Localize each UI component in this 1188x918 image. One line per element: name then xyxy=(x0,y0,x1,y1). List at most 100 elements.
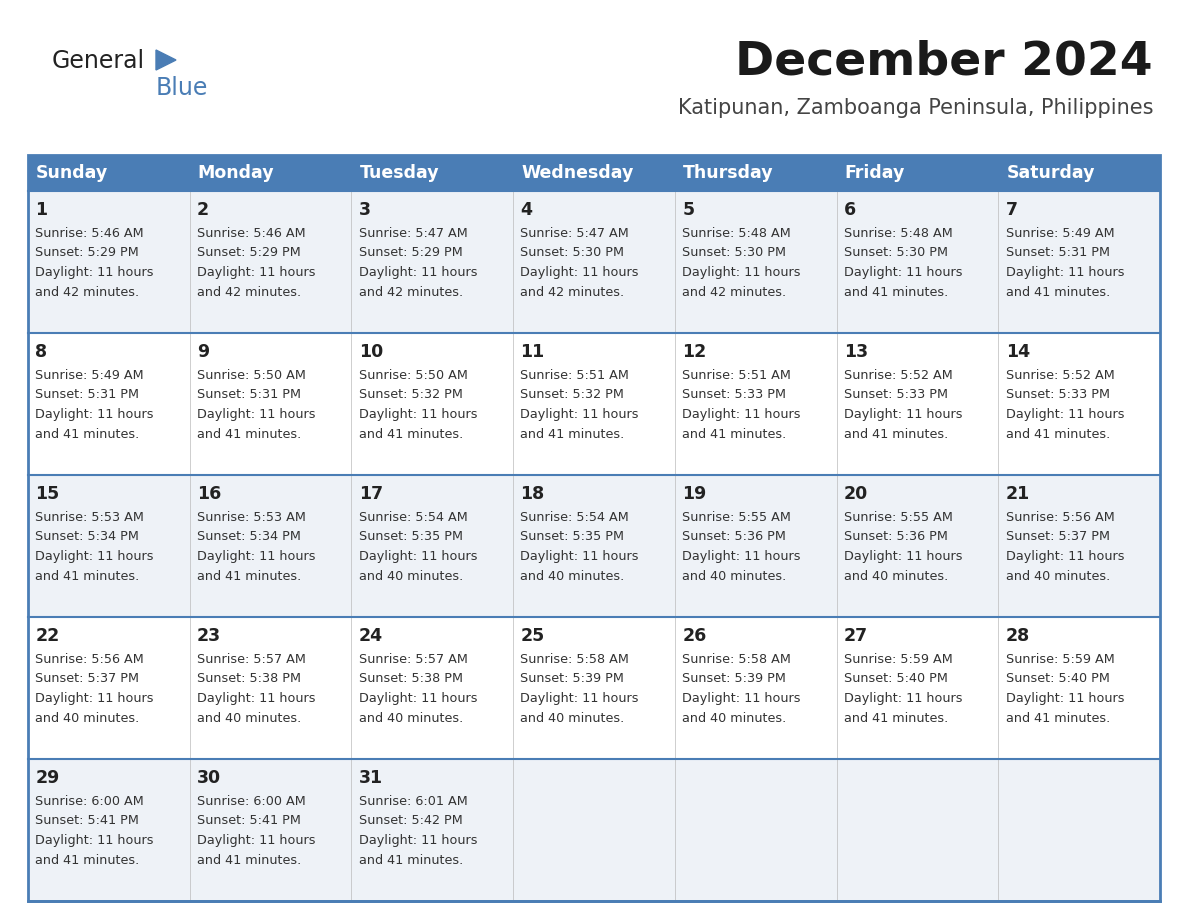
Text: Sunrise: 5:49 AM: Sunrise: 5:49 AM xyxy=(1005,227,1114,240)
Text: Sunset: 5:37 PM: Sunset: 5:37 PM xyxy=(36,673,139,686)
Text: 14: 14 xyxy=(1005,343,1030,361)
Text: 27: 27 xyxy=(843,627,868,645)
Bar xyxy=(190,759,352,901)
Text: Sunrise: 5:58 AM: Sunrise: 5:58 AM xyxy=(520,653,630,666)
Bar xyxy=(352,155,513,191)
Text: 10: 10 xyxy=(359,343,383,361)
Text: Sunset: 5:33 PM: Sunset: 5:33 PM xyxy=(1005,388,1110,401)
Text: Sunset: 5:29 PM: Sunset: 5:29 PM xyxy=(36,247,139,260)
Bar xyxy=(675,191,836,333)
Text: December 2024: December 2024 xyxy=(735,39,1154,84)
Bar xyxy=(998,475,1159,617)
Text: and 41 minutes.: and 41 minutes. xyxy=(843,285,948,298)
Text: and 40 minutes.: and 40 minutes. xyxy=(197,711,302,724)
Bar xyxy=(675,155,836,191)
Bar xyxy=(836,155,998,191)
Text: Sunrise: 5:59 AM: Sunrise: 5:59 AM xyxy=(1005,653,1114,666)
Text: Sunset: 5:29 PM: Sunset: 5:29 PM xyxy=(359,247,462,260)
Text: Daylight: 11 hours: Daylight: 11 hours xyxy=(197,266,316,279)
Text: Sunrise: 5:56 AM: Sunrise: 5:56 AM xyxy=(1005,511,1114,524)
Text: and 41 minutes.: and 41 minutes. xyxy=(520,428,625,441)
Bar xyxy=(29,475,190,617)
Text: 18: 18 xyxy=(520,485,544,503)
Text: 26: 26 xyxy=(682,627,707,645)
Text: Sunset: 5:39 PM: Sunset: 5:39 PM xyxy=(520,673,625,686)
Text: Sunrise: 5:54 AM: Sunrise: 5:54 AM xyxy=(520,511,630,524)
Text: and 42 minutes.: and 42 minutes. xyxy=(36,285,139,298)
Text: Daylight: 11 hours: Daylight: 11 hours xyxy=(843,550,962,563)
Bar xyxy=(352,617,513,759)
Bar xyxy=(513,191,675,333)
Bar xyxy=(29,191,190,333)
Text: Sunset: 5:38 PM: Sunset: 5:38 PM xyxy=(359,673,462,686)
Text: and 42 minutes.: and 42 minutes. xyxy=(197,285,301,298)
Text: and 41 minutes.: and 41 minutes. xyxy=(197,569,302,583)
Text: and 41 minutes.: and 41 minutes. xyxy=(843,711,948,724)
Text: 16: 16 xyxy=(197,485,221,503)
Text: Daylight: 11 hours: Daylight: 11 hours xyxy=(359,692,478,705)
Bar xyxy=(675,475,836,617)
Text: Sunrise: 5:50 AM: Sunrise: 5:50 AM xyxy=(359,369,468,382)
Text: Sunset: 5:30 PM: Sunset: 5:30 PM xyxy=(520,247,625,260)
Text: and 42 minutes.: and 42 minutes. xyxy=(359,285,463,298)
Text: 5: 5 xyxy=(682,201,694,219)
Text: Sunrise: 5:57 AM: Sunrise: 5:57 AM xyxy=(359,653,468,666)
Text: and 41 minutes.: and 41 minutes. xyxy=(682,428,786,441)
Text: Daylight: 11 hours: Daylight: 11 hours xyxy=(843,266,962,279)
Text: Daylight: 11 hours: Daylight: 11 hours xyxy=(359,550,478,563)
Text: Sunset: 5:29 PM: Sunset: 5:29 PM xyxy=(197,247,301,260)
Text: and 40 minutes.: and 40 minutes. xyxy=(682,711,786,724)
Text: and 41 minutes.: and 41 minutes. xyxy=(1005,285,1110,298)
Text: Sunrise: 6:00 AM: Sunrise: 6:00 AM xyxy=(197,795,305,808)
Text: Sunrise: 5:47 AM: Sunrise: 5:47 AM xyxy=(520,227,630,240)
Text: Sunrise: 5:47 AM: Sunrise: 5:47 AM xyxy=(359,227,467,240)
Text: and 40 minutes.: and 40 minutes. xyxy=(843,569,948,583)
Text: and 40 minutes.: and 40 minutes. xyxy=(36,711,139,724)
Text: Daylight: 11 hours: Daylight: 11 hours xyxy=(520,408,639,421)
Text: 1: 1 xyxy=(36,201,48,219)
Bar xyxy=(998,759,1159,901)
Text: and 40 minutes.: and 40 minutes. xyxy=(1005,569,1110,583)
Text: Sunrise: 5:50 AM: Sunrise: 5:50 AM xyxy=(197,369,305,382)
Text: Daylight: 11 hours: Daylight: 11 hours xyxy=(843,692,962,705)
Bar xyxy=(29,155,1159,901)
Text: Sunrise: 5:51 AM: Sunrise: 5:51 AM xyxy=(682,369,791,382)
Text: 19: 19 xyxy=(682,485,707,503)
Text: Sunset: 5:41 PM: Sunset: 5:41 PM xyxy=(197,814,301,827)
Text: Wednesday: Wednesday xyxy=(522,164,633,182)
Text: Sunrise: 5:57 AM: Sunrise: 5:57 AM xyxy=(197,653,305,666)
Text: Sunrise: 5:49 AM: Sunrise: 5:49 AM xyxy=(36,369,144,382)
Text: and 41 minutes.: and 41 minutes. xyxy=(36,428,139,441)
Text: Sunrise: 5:54 AM: Sunrise: 5:54 AM xyxy=(359,511,467,524)
Text: Daylight: 11 hours: Daylight: 11 hours xyxy=(1005,692,1124,705)
Text: Sunset: 5:31 PM: Sunset: 5:31 PM xyxy=(197,388,301,401)
Text: 8: 8 xyxy=(36,343,48,361)
Text: Sunset: 5:40 PM: Sunset: 5:40 PM xyxy=(1005,673,1110,686)
Text: and 41 minutes.: and 41 minutes. xyxy=(197,854,302,867)
Text: Sunset: 5:36 PM: Sunset: 5:36 PM xyxy=(682,531,786,543)
Bar xyxy=(998,333,1159,475)
Text: and 41 minutes.: and 41 minutes. xyxy=(36,854,139,867)
Text: Sunrise: 5:58 AM: Sunrise: 5:58 AM xyxy=(682,653,791,666)
Bar xyxy=(998,617,1159,759)
Text: Sunday: Sunday xyxy=(36,164,108,182)
Text: Daylight: 11 hours: Daylight: 11 hours xyxy=(843,408,962,421)
Text: and 42 minutes.: and 42 minutes. xyxy=(682,285,786,298)
Text: Sunset: 5:37 PM: Sunset: 5:37 PM xyxy=(1005,531,1110,543)
Text: Daylight: 11 hours: Daylight: 11 hours xyxy=(682,408,801,421)
Text: Monday: Monday xyxy=(197,164,274,182)
Text: 9: 9 xyxy=(197,343,209,361)
Text: Sunset: 5:34 PM: Sunset: 5:34 PM xyxy=(197,531,301,543)
Text: and 41 minutes.: and 41 minutes. xyxy=(1005,711,1110,724)
Text: Daylight: 11 hours: Daylight: 11 hours xyxy=(197,834,316,847)
Text: Daylight: 11 hours: Daylight: 11 hours xyxy=(36,550,153,563)
Polygon shape xyxy=(156,50,176,70)
Bar xyxy=(352,191,513,333)
Text: 31: 31 xyxy=(359,769,383,787)
Text: and 41 minutes.: and 41 minutes. xyxy=(359,854,463,867)
Bar xyxy=(352,333,513,475)
Bar xyxy=(190,617,352,759)
Text: Daylight: 11 hours: Daylight: 11 hours xyxy=(36,834,153,847)
Text: Daylight: 11 hours: Daylight: 11 hours xyxy=(197,408,316,421)
Bar xyxy=(190,333,352,475)
